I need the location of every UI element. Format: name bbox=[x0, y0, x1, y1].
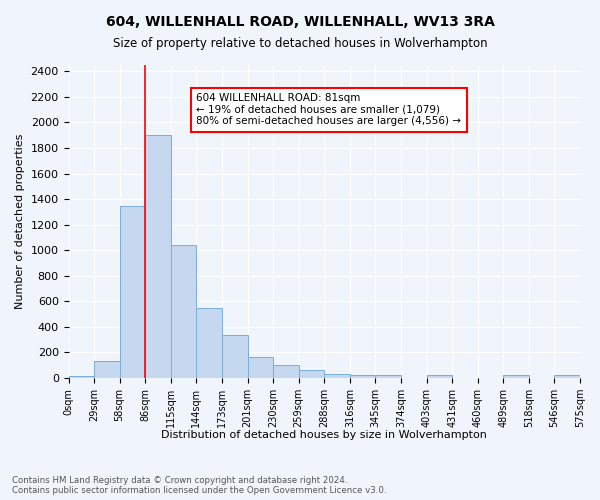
Bar bbox=[68, 376, 94, 378]
Bar bbox=[324, 374, 350, 378]
Text: 604, WILLENHALL ROAD, WILLENHALL, WV13 3RA: 604, WILLENHALL ROAD, WILLENHALL, WV13 3… bbox=[106, 15, 494, 29]
Bar bbox=[222, 335, 248, 378]
Bar bbox=[171, 245, 196, 378]
Bar bbox=[94, 362, 119, 378]
Bar bbox=[299, 370, 324, 378]
Bar bbox=[145, 136, 171, 378]
Bar bbox=[196, 308, 222, 378]
Bar bbox=[350, 375, 376, 378]
Bar bbox=[248, 357, 273, 378]
Bar bbox=[273, 364, 299, 378]
Bar bbox=[554, 376, 580, 378]
Bar bbox=[503, 376, 529, 378]
Text: Contains HM Land Registry data © Crown copyright and database right 2024.
Contai: Contains HM Land Registry data © Crown c… bbox=[12, 476, 386, 495]
X-axis label: Distribution of detached houses by size in Wolverhampton: Distribution of detached houses by size … bbox=[161, 430, 487, 440]
Bar bbox=[119, 206, 145, 378]
Bar bbox=[376, 376, 401, 378]
Y-axis label: Number of detached properties: Number of detached properties bbox=[15, 134, 25, 309]
Text: Size of property relative to detached houses in Wolverhampton: Size of property relative to detached ho… bbox=[113, 38, 487, 51]
Text: 604 WILLENHALL ROAD: 81sqm
← 19% of detached houses are smaller (1,079)
80% of s: 604 WILLENHALL ROAD: 81sqm ← 19% of deta… bbox=[196, 93, 461, 126]
Bar bbox=[427, 376, 452, 378]
